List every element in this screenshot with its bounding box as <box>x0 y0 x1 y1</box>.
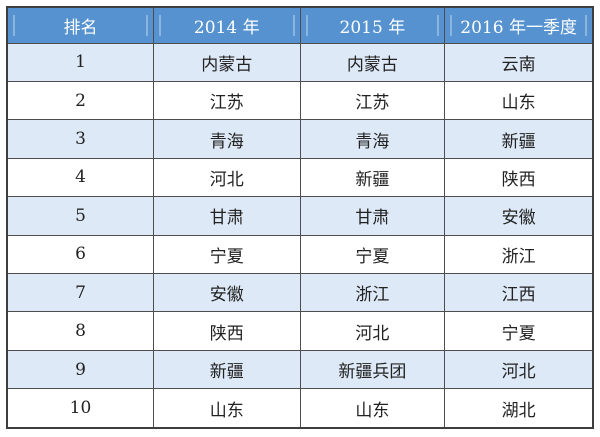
table-row: 3 青海 青海 新疆 <box>6 119 594 159</box>
table-cell: 新疆兵团 <box>299 349 446 390</box>
table-row: 8 陕西 河北 宁夏 <box>6 311 594 351</box>
rank-cell: 3 <box>6 119 154 159</box>
table-cell: 宁夏 <box>444 311 594 351</box>
table-row: 2 江苏 江苏 山东 <box>6 80 594 121</box>
table-cell: 江西 <box>444 273 594 313</box>
rank-cell: 7 <box>6 273 154 313</box>
column-header-2015: 2015 年 <box>299 6 446 44</box>
table-cell: 山东 <box>299 388 446 429</box>
table-cell: 山东 <box>153 388 301 429</box>
table-cell: 甘肃 <box>153 196 301 236</box>
rank-cell: 1 <box>6 42 154 82</box>
table-row: 1 内蒙古 内蒙古 云南 <box>6 42 594 82</box>
table-cell: 安徽 <box>153 273 301 313</box>
column-header-rank: 排名 <box>6 6 154 44</box>
table-cell: 河北 <box>299 311 446 351</box>
table-cell: 云南 <box>444 42 594 82</box>
table-row: 6 宁夏 宁夏 浙江 <box>6 234 594 275</box>
table-cell: 宁夏 <box>299 234 446 275</box>
table-row: 7 安徽 浙江 江西 <box>6 273 594 313</box>
table-cell: 河北 <box>444 349 594 390</box>
column-header-2014: 2014 年 <box>153 6 301 44</box>
table-cell: 陕西 <box>153 311 301 351</box>
rank-cell: 4 <box>6 157 154 198</box>
table-cell: 甘肃 <box>299 196 446 236</box>
ranking-table: 排名 2014 年 2015 年 2016 年一季度 1 内蒙古 内蒙古 云南 … <box>6 6 594 429</box>
table-cell: 青海 <box>153 119 301 159</box>
table-cell: 安徽 <box>444 196 594 236</box>
rank-cell: 10 <box>6 388 154 429</box>
table-row: 5 甘肃 甘肃 安徽 <box>6 196 594 236</box>
table-row: 10 山东 山东 湖北 <box>6 388 594 429</box>
ranking-table-container: 排名 2014 年 2015 年 2016 年一季度 1 内蒙古 内蒙古 云南 … <box>6 6 594 429</box>
table-row: 9 新疆 新疆兵团 河北 <box>6 349 594 390</box>
rank-cell: 5 <box>6 196 154 236</box>
table-cell: 山东 <box>444 80 594 121</box>
table-cell: 新疆 <box>153 349 301 390</box>
rank-cell: 9 <box>6 349 154 390</box>
table-cell: 河北 <box>153 157 301 198</box>
column-header-2016q1: 2016 年一季度 <box>444 6 594 44</box>
table-cell: 新疆 <box>444 119 594 159</box>
table-cell: 江苏 <box>153 80 301 121</box>
table-cell: 湖北 <box>444 388 594 429</box>
table-cell: 新疆 <box>299 157 446 198</box>
table-cell: 内蒙古 <box>299 42 446 82</box>
table-cell: 江苏 <box>299 80 446 121</box>
table-cell: 内蒙古 <box>153 42 301 82</box>
table-cell: 青海 <box>299 119 446 159</box>
table-cell: 陕西 <box>444 157 594 198</box>
rank-cell: 6 <box>6 234 154 275</box>
rank-cell: 8 <box>6 311 154 351</box>
header-row: 排名 2014 年 2015 年 2016 年一季度 <box>6 6 594 44</box>
table-row: 4 河北 新疆 陕西 <box>6 157 594 198</box>
table-cell: 宁夏 <box>153 234 301 275</box>
table-cell: 浙江 <box>299 273 446 313</box>
rank-cell: 2 <box>6 80 154 121</box>
table-cell: 浙江 <box>444 234 594 275</box>
